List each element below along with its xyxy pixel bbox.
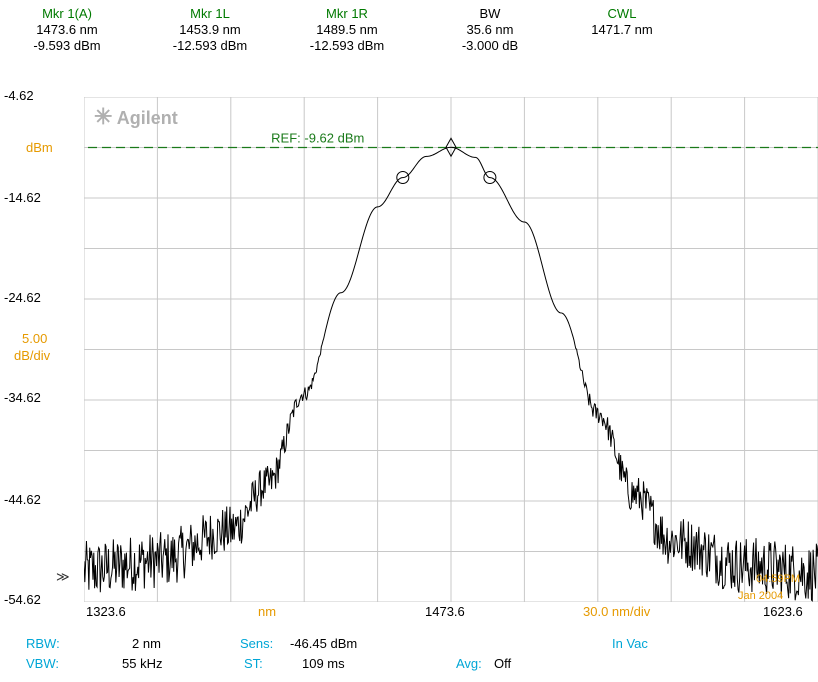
marker-value: -9.593 dBm [33,38,101,53]
marker-readout-bw: BW 35.6 nm -3.000 dB [440,6,540,54]
st-label: ST: [244,656,263,671]
marker-title: Mkr 1L [190,6,230,21]
marker-value: 1489.5 nm [316,22,378,37]
spectrum-plot: REF: -9.62 dBm [84,97,818,602]
y-tick-label: -44.62 [4,492,41,507]
marker-value: -3.000 dB [461,38,519,53]
marker-value: 1453.9 nm [179,22,241,37]
y-scale-value: 5.00 [22,331,48,346]
marker-readout-1l: Mkr 1L 1453.9 nm -12.593 dBm [160,6,260,54]
brand-name: Agilent [116,108,178,128]
y-tick-label: -14.62 [4,190,41,205]
x-tick-label-stop: 1623.6 [763,604,803,619]
reference-level-label: REF: -9.62 dBm [271,131,364,146]
marker-readout-cwl: CWL 1471.7 nm [572,6,672,38]
avg-value: Off [494,656,512,671]
marker-title: Mkr 1(A) [42,6,92,21]
sens-label: Sens: [240,636,274,651]
marker-value: -12.593 dBm [309,38,385,53]
x-tick-label-start: 1323.6 [86,604,126,619]
marker-symbol [483,171,497,185]
timestamp-time: 04:59PM [756,573,801,585]
agilent-logo: ✳ Agilent [94,104,178,130]
marker-symbol [445,137,457,158]
y-scale-unit: dB/div [14,348,51,363]
spectrum-trace [84,146,818,602]
marker-value: -12.593 dBm [172,38,248,53]
vbw-value: 55 kHz [122,656,163,671]
marker-symbols [396,137,497,185]
marker-value: 1473.6 nm [36,22,98,37]
marker-title: BW [479,6,501,21]
x-scale-label: 30.0 nm/div [583,604,651,619]
marker-readout-1a: Mkr 1(A) 1473.6 nm -9.593 dBm [22,6,112,54]
plot-grid [84,97,818,602]
marker-title: CWL [607,6,637,21]
marker-readout-1r: Mkr 1R 1489.5 nm -12.593 dBm [297,6,397,54]
sens-value: -46.45 dBm [290,636,358,651]
x-unit-label: nm [258,604,277,619]
ref-level-arrow: ≫ [56,569,70,584]
y-tick-label: -54.62 [4,592,41,607]
y-tick-label: -24.62 [4,290,41,305]
timestamp-date: Jan 2004 [738,590,784,602]
y-unit-label: dBm [26,140,53,155]
avg-label: Avg: [456,656,482,671]
st-value: 109 ms [302,656,345,671]
y-tick-label: -34.62 [4,390,41,405]
marker-symbol [396,171,410,185]
starburst-icon: ✳ [94,104,113,129]
rbw-label: RBW: [26,636,60,651]
rbw-value: 2 nm [132,636,161,651]
medium-label: In Vac [612,636,648,651]
marker-value: 35.6 nm [466,22,514,37]
marker-title: Mkr 1R [326,6,368,21]
marker-value: 1471.7 nm [591,22,653,37]
vbw-label: VBW: [26,656,59,671]
x-tick-label-center: 1473.6 [425,604,465,619]
y-tick-label: -4.62 [4,88,34,103]
